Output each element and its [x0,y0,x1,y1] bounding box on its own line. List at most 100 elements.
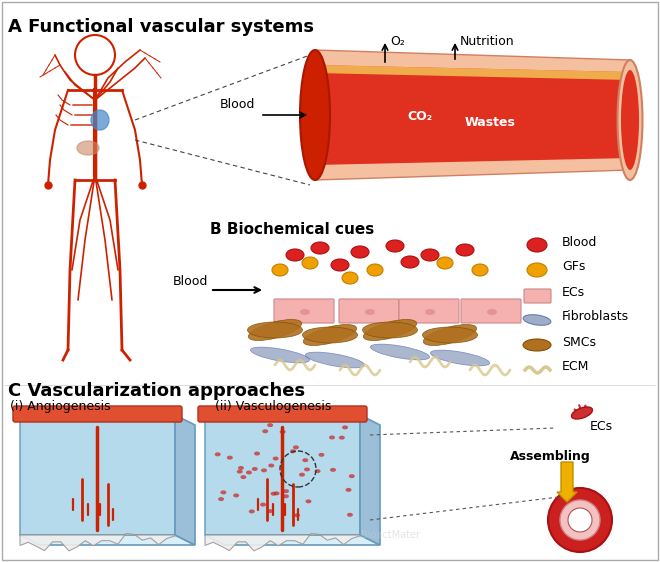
Ellipse shape [388,247,396,252]
Text: B Biochemical cues: B Biochemical cues [210,222,374,237]
FancyBboxPatch shape [13,406,182,422]
Ellipse shape [523,315,551,325]
Ellipse shape [238,466,244,470]
Ellipse shape [218,497,224,501]
Ellipse shape [294,513,300,517]
Text: ECs: ECs [562,285,585,298]
Ellipse shape [311,242,329,254]
Ellipse shape [421,249,439,261]
Ellipse shape [248,322,302,338]
Ellipse shape [214,452,220,456]
Ellipse shape [91,110,109,130]
Ellipse shape [246,470,252,474]
Ellipse shape [346,488,352,492]
FancyBboxPatch shape [399,299,459,323]
Ellipse shape [268,464,275,468]
Ellipse shape [249,509,255,514]
Circle shape [568,508,592,532]
Text: O₂: O₂ [390,35,405,48]
Text: (i) Angiogenesis: (i) Angiogenesis [10,400,111,413]
Ellipse shape [425,309,435,315]
Circle shape [560,500,600,540]
Ellipse shape [329,436,335,439]
Ellipse shape [251,467,258,471]
Ellipse shape [262,429,268,433]
Ellipse shape [487,309,497,315]
Ellipse shape [333,265,341,270]
Ellipse shape [403,262,411,268]
Text: Assembling: Assembling [510,450,591,463]
Text: ECM: ECM [562,360,589,374]
Ellipse shape [401,256,419,268]
Text: (ii) Vasculogenesis: (ii) Vasculogenesis [215,400,331,413]
Ellipse shape [280,430,286,434]
Ellipse shape [367,264,383,276]
Ellipse shape [293,445,299,450]
Ellipse shape [300,309,310,315]
Ellipse shape [267,509,273,513]
Ellipse shape [370,344,430,360]
Ellipse shape [330,468,336,472]
Ellipse shape [315,469,321,473]
Polygon shape [20,535,195,545]
Text: Blood: Blood [173,275,208,288]
Ellipse shape [331,259,349,271]
Text: Blood: Blood [562,235,597,248]
Ellipse shape [306,500,312,504]
Ellipse shape [306,352,364,368]
Text: GFs: GFs [562,261,585,274]
Ellipse shape [621,70,639,170]
Text: C Vascularization approaches: C Vascularization approaches [8,382,305,400]
Ellipse shape [271,492,277,496]
FancyBboxPatch shape [339,299,399,323]
Ellipse shape [220,491,226,495]
Polygon shape [205,535,380,545]
Ellipse shape [273,491,280,495]
Ellipse shape [233,493,239,497]
Ellipse shape [302,257,318,269]
Ellipse shape [260,502,266,506]
Ellipse shape [339,436,345,439]
Ellipse shape [472,264,488,276]
Ellipse shape [313,248,321,253]
Ellipse shape [286,249,304,261]
Ellipse shape [362,322,418,338]
Ellipse shape [342,272,358,284]
Ellipse shape [77,141,99,155]
Text: CO₂: CO₂ [407,111,432,124]
Ellipse shape [302,458,308,462]
Ellipse shape [456,244,474,256]
Text: A Functional vascular systems: A Functional vascular systems [8,18,314,36]
Text: Fibroblasts: Fibroblasts [562,310,629,324]
Ellipse shape [302,327,358,343]
Ellipse shape [299,473,305,477]
Ellipse shape [283,489,289,493]
Ellipse shape [437,257,453,269]
Text: Nutrition: Nutrition [460,35,515,48]
Text: ECs: ECs [590,420,613,433]
Ellipse shape [273,456,279,460]
Ellipse shape [365,309,375,315]
Ellipse shape [267,423,273,427]
Ellipse shape [288,256,296,261]
FancyBboxPatch shape [274,299,334,323]
Ellipse shape [261,468,267,472]
Ellipse shape [364,319,416,341]
Text: Blood: Blood [220,98,255,111]
Ellipse shape [272,264,288,276]
Ellipse shape [240,475,246,479]
Ellipse shape [572,407,593,419]
Polygon shape [20,415,175,535]
Polygon shape [315,65,630,165]
Ellipse shape [304,468,310,472]
Polygon shape [315,50,630,180]
Ellipse shape [227,456,233,460]
Ellipse shape [347,513,353,517]
Polygon shape [205,415,360,535]
Ellipse shape [430,350,490,366]
Ellipse shape [300,50,330,180]
Ellipse shape [423,256,431,261]
Ellipse shape [523,339,551,351]
Ellipse shape [248,319,302,341]
Ellipse shape [618,60,642,180]
